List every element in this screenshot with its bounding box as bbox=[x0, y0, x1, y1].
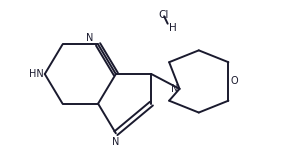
Text: N: N bbox=[171, 84, 178, 94]
Text: Cl: Cl bbox=[159, 10, 169, 20]
Text: O: O bbox=[231, 76, 238, 86]
Text: N: N bbox=[112, 137, 119, 147]
Text: HN: HN bbox=[28, 69, 43, 79]
Text: N: N bbox=[86, 33, 94, 43]
Text: H: H bbox=[169, 23, 177, 33]
